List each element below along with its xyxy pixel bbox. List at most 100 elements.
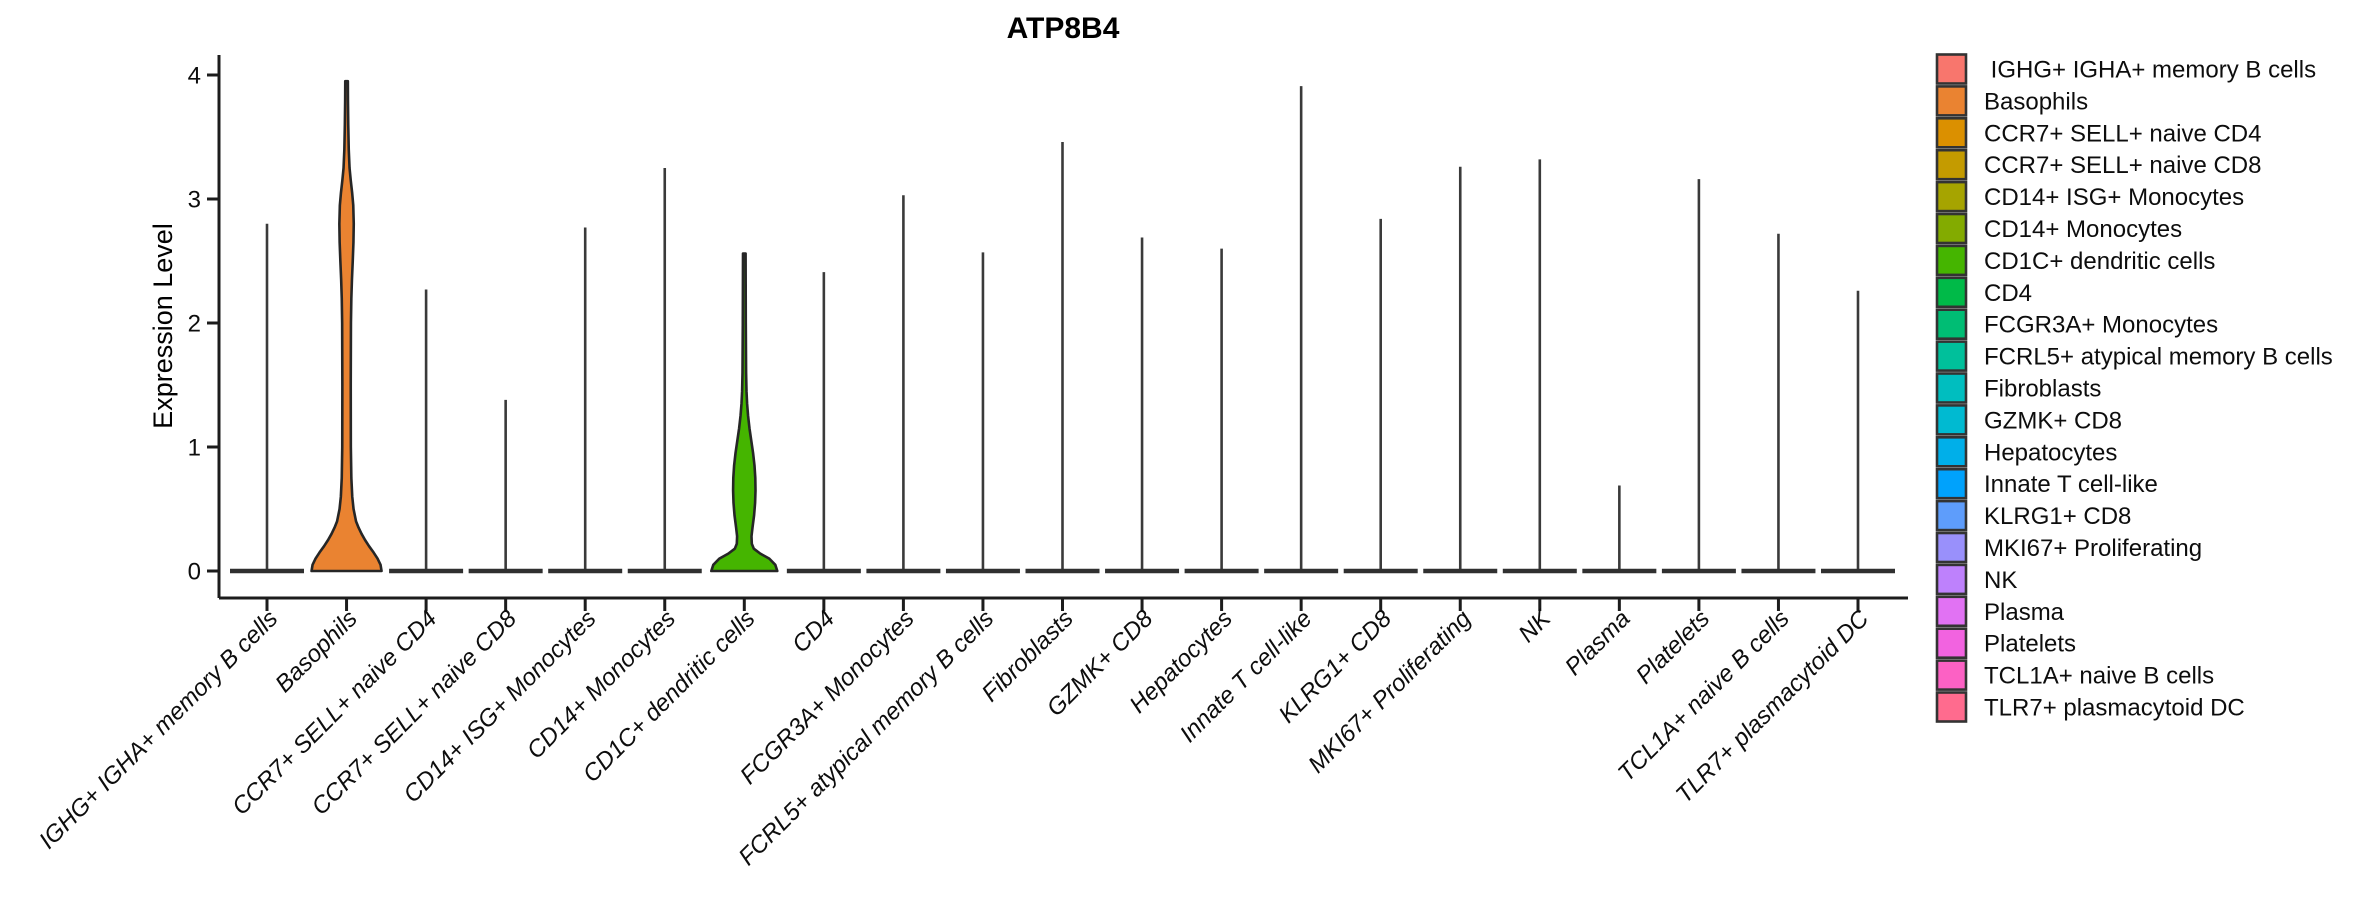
violin-18 [1582, 485, 1657, 574]
violin-7 [710, 252, 779, 573]
violin-19 [1661, 179, 1736, 574]
legend-label: KLRG1+ CD8 [1984, 503, 2131, 530]
violin-16 [1423, 166, 1498, 574]
legend-label: Basophils [1984, 88, 2088, 115]
legend-swatch [1935, 595, 1968, 628]
legend-item: Platelets [1935, 627, 2076, 660]
legend-item: CCR7+ SELL+ naive CD8 [1935, 148, 2261, 181]
legend-item: TCL1A+ naive B cells [1935, 659, 2214, 691]
violin-1 [230, 223, 304, 574]
x-tick-label: Plasma [1560, 605, 1636, 681]
violin-10 [945, 252, 1020, 574]
legend-label: Hepatocytes [1984, 439, 2117, 466]
legend-item: FCGR3A+ Monocytes [1935, 308, 2218, 341]
legend: IGHG+ IGHA+ memory B cells Basophils CCR7+… [1935, 53, 2333, 723]
legend-label: FCRL5+ atypical memory B cells [1984, 344, 2333, 371]
legend-swatch [1935, 180, 1968, 213]
legend-label: CCR7+ SELL+ naive CD8 [1984, 152, 2261, 179]
legend-swatch [1935, 627, 1968, 660]
y-tick-label: 1 [188, 435, 201, 462]
legend-label: Innate T cell-like [1984, 471, 2158, 498]
legend-label: Platelets [1984, 631, 2076, 658]
legend-item: CD4 [1935, 276, 2032, 309]
legend-item: TLR7+ plasmacytoid DC [1935, 691, 2245, 723]
violin-15 [1343, 218, 1418, 574]
violin-8 [786, 272, 861, 574]
x-tick-label: NK [1513, 604, 1556, 647]
legend-swatch [1935, 372, 1968, 404]
legend-item: GZMK+ CD8 [1935, 404, 2122, 436]
legend-label: IGHG+ IGHA+ memory B cells [1984, 57, 2316, 84]
legend-label: Plasma [1984, 599, 2065, 626]
x-tick-label: CD14+ Monocytes [522, 605, 681, 764]
violin-17 [1502, 159, 1577, 574]
legend-item: Basophils [1935, 85, 2088, 117]
violin-12 [1105, 237, 1180, 574]
y-tick-label: 3 [188, 187, 201, 214]
legend-swatch [1935, 499, 1968, 532]
legend-label: Fibroblasts [1984, 376, 2101, 403]
legend-item: Innate T cell-like [1935, 467, 2158, 500]
legend-swatch [1935, 404, 1968, 436]
legend-item: MKI67+ Proliferating [1935, 531, 2202, 564]
violin-21 [1821, 290, 1895, 574]
legend-item: Fibroblasts [1935, 372, 2101, 404]
legend-item: NK [1935, 563, 2017, 596]
violin-3 [389, 289, 464, 574]
legend-item: Hepatocytes [1935, 435, 2117, 468]
y-tick-label: 4 [188, 63, 201, 90]
x-tick-label: Platelets [1631, 605, 1715, 689]
legend-item: IGHG+ IGHA+ memory B cells [1935, 53, 2316, 85]
legend-item: CD1C+ dendritic cells [1935, 244, 2215, 277]
legend-swatch [1935, 531, 1968, 564]
violin-9 [866, 195, 941, 574]
legend-item: CCR7+ SELL+ naive CD4 [1935, 117, 2261, 149]
legend-swatch [1935, 691, 1968, 723]
legend-swatch [1935, 563, 1968, 596]
legend-swatch [1935, 53, 1968, 85]
legend-item: Plasma [1935, 595, 2065, 628]
legend-swatch [1935, 659, 1968, 691]
legend-swatch [1935, 212, 1968, 245]
legend-swatch [1935, 435, 1968, 468]
violin-2 [310, 79, 383, 573]
legend-label: GZMK+ CD8 [1984, 407, 2122, 434]
legend-swatch [1935, 148, 1968, 181]
violin-13 [1184, 248, 1259, 574]
legend-label: CD14+ ISG+ Monocytes [1984, 184, 2244, 211]
y-tick-label: 2 [188, 311, 201, 338]
violin-4 [468, 399, 543, 574]
legend-swatch [1935, 308, 1968, 341]
y-tick-label: 0 [188, 559, 201, 586]
legend-item: KLRG1+ CD8 [1935, 499, 2131, 532]
legend-label: CD4 [1984, 280, 2032, 307]
legend-label: CCR7+ SELL+ naive CD4 [1984, 120, 2261, 147]
axes: 0 1 2 3 4 [188, 55, 1908, 611]
y-axis-title: Expression Level [148, 223, 178, 429]
legend-swatch [1935, 340, 1968, 372]
violin-shape [710, 252, 779, 573]
plot-title: ATP8B4 [1007, 12, 1120, 45]
violin-5 [548, 227, 623, 574]
violin-marks [230, 79, 1895, 574]
legend-label: NK [1984, 567, 2017, 594]
legend-swatch [1935, 85, 1968, 117]
legend-swatch [1935, 244, 1968, 277]
legend-label: CD14+ Monocytes [1984, 216, 2182, 243]
legend-item: CD14+ ISG+ Monocytes [1935, 180, 2244, 213]
violin-20 [1741, 233, 1816, 574]
legend-swatch [1935, 276, 1968, 309]
violin-shape [310, 79, 383, 573]
legend-item: CD14+ Monocytes [1935, 212, 2182, 245]
legend-swatch [1935, 117, 1968, 149]
legend-swatch [1935, 467, 1968, 500]
legend-label: TLR7+ plasmacytoid DC [1984, 695, 2245, 722]
legend-label: MKI67+ Proliferating [1984, 535, 2202, 562]
violin-6 [627, 168, 702, 574]
legend-label: TCL1A+ naive B cells [1984, 663, 2214, 690]
legend-label: CD1C+ dendritic cells [1984, 248, 2215, 275]
legend-label: FCGR3A+ Monocytes [1984, 312, 2218, 339]
x-axis-labels: IGHG+ IGHA+ memory B cellsBasophilsCCR7+… [34, 604, 1875, 870]
